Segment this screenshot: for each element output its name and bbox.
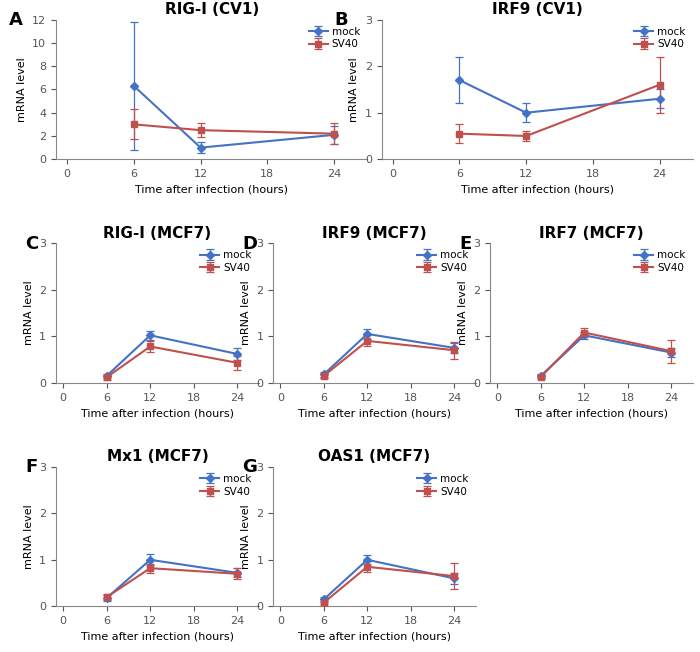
X-axis label: Time after infection (hours): Time after infection (hours) [298,408,451,418]
Text: C: C [26,235,38,253]
X-axis label: Time after infection (hours): Time after infection (hours) [298,632,451,642]
X-axis label: Time after infection (hours): Time after infection (hours) [81,632,234,642]
Text: F: F [26,458,38,476]
Title: IRF7 (MCF7): IRF7 (MCF7) [539,226,644,241]
Text: D: D [243,235,258,253]
Y-axis label: mRNA level: mRNA level [241,504,251,569]
Title: RIG-I (CV1): RIG-I (CV1) [164,2,259,17]
Text: G: G [243,458,258,476]
Y-axis label: mRNA level: mRNA level [24,504,34,569]
Legend: mock, SV40: mock, SV40 [632,248,688,275]
Text: A: A [9,11,23,29]
Y-axis label: mRNA level: mRNA level [24,280,34,346]
X-axis label: Time after infection (hours): Time after infection (hours) [81,408,234,418]
Y-axis label: mRNA level: mRNA level [349,57,359,122]
Y-axis label: mRNA level: mRNA level [17,57,27,122]
Legend: mock, SV40: mock, SV40 [632,25,688,52]
Title: Mx1 (MCF7): Mx1 (MCF7) [106,449,209,464]
Title: IRF9 (MCF7): IRF9 (MCF7) [322,226,427,241]
Legend: mock, SV40: mock, SV40 [198,472,253,499]
X-axis label: Time after infection (hours): Time after infection (hours) [135,185,288,194]
X-axis label: Time after infection (hours): Time after infection (hours) [515,408,668,418]
X-axis label: Time after infection (hours): Time after infection (hours) [461,185,614,194]
Text: B: B [335,11,349,29]
Legend: mock, SV40: mock, SV40 [307,25,362,52]
Title: RIG-I (MCF7): RIG-I (MCF7) [104,226,211,241]
Legend: mock, SV40: mock, SV40 [415,472,470,499]
Legend: mock, SV40: mock, SV40 [198,248,253,275]
Legend: mock, SV40: mock, SV40 [415,248,470,275]
Y-axis label: mRNA level: mRNA level [241,280,251,346]
Y-axis label: mRNA level: mRNA level [458,280,468,346]
Title: IRF9 (CV1): IRF9 (CV1) [492,2,582,17]
Title: OAS1 (MCF7): OAS1 (MCF7) [318,449,430,464]
Text: E: E [460,235,472,253]
